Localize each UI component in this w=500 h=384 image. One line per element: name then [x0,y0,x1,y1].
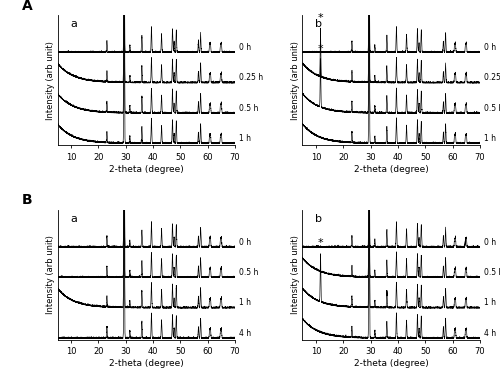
Text: 0 h: 0 h [239,43,251,52]
X-axis label: 2-theta (degree): 2-theta (degree) [354,359,428,368]
X-axis label: 2-theta (degree): 2-theta (degree) [109,165,184,174]
Y-axis label: Intensity (arb unit): Intensity (arb unit) [290,41,300,120]
Text: 0 h: 0 h [484,238,496,247]
Text: A: A [22,0,32,13]
Text: 0.5 h: 0.5 h [239,268,258,277]
Y-axis label: Intensity (arb unit): Intensity (arb unit) [290,235,300,314]
Y-axis label: Intensity (arb unit): Intensity (arb unit) [46,235,54,314]
Text: B: B [22,194,32,207]
Y-axis label: Intensity (arb unit): Intensity (arb unit) [46,41,54,120]
X-axis label: 2-theta (degree): 2-theta (degree) [109,359,184,368]
Text: 0.5 h: 0.5 h [484,268,500,277]
Text: 1 h: 1 h [239,298,251,307]
Text: 0 h: 0 h [484,43,496,52]
X-axis label: 2-theta (degree): 2-theta (degree) [354,165,428,174]
Text: 1 h: 1 h [239,134,251,143]
Text: 0.25 h: 0.25 h [239,73,263,82]
Text: a: a [70,19,77,29]
Text: b: b [315,214,322,224]
Text: 0.25 h: 0.25 h [484,73,500,82]
Text: b: b [315,19,322,29]
Text: 4 h: 4 h [239,329,251,338]
Text: *: * [318,44,324,54]
Text: a: a [70,214,77,224]
Text: *: * [318,238,324,248]
Text: 0 h: 0 h [239,238,251,247]
Text: 0.5 h: 0.5 h [484,104,500,113]
Text: *: * [318,13,324,23]
Text: 0.5 h: 0.5 h [239,104,258,113]
Text: 1 h: 1 h [484,298,496,307]
Text: 4 h: 4 h [484,329,496,338]
Text: 1 h: 1 h [484,134,496,143]
